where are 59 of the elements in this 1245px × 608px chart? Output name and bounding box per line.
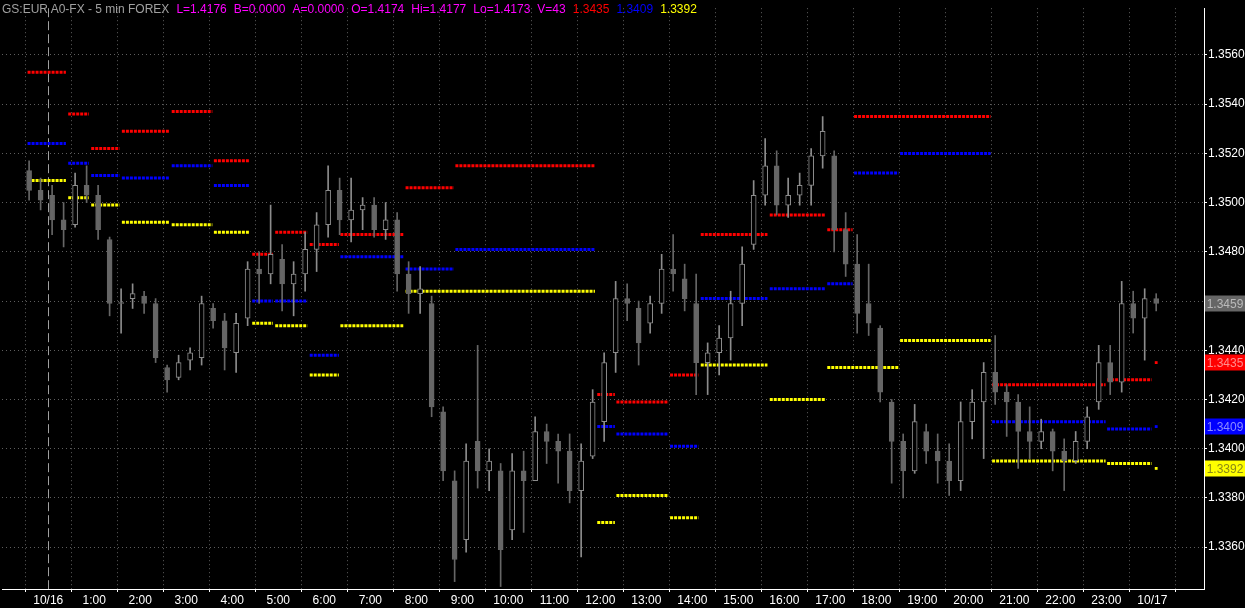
candlestick (486, 448, 492, 491)
x-tick-label: 23:00 (1091, 592, 1122, 607)
x-tick-label: 18:00 (861, 592, 892, 607)
x-tick-label: 8:00 (404, 592, 429, 607)
point (1154, 361, 1158, 364)
x-tick-label: 3:00 (174, 592, 199, 607)
x-tick-label: 10:00 (493, 592, 524, 607)
text: 1.3392 (660, 2, 697, 16)
y-tick-label: 1.3560 (1208, 47, 1245, 62)
annotation: Hi=1.4177 (411, 2, 467, 16)
candlestick (934, 433, 941, 484)
candlestick (785, 177, 791, 218)
y2-tick-label: 1.3392 (1206, 461, 1244, 476)
x-tick-label: 14:00 (677, 592, 708, 607)
x-tick-label: 2:00 (128, 592, 153, 607)
x-tick-label: 17:00 (815, 592, 846, 607)
x-tick-label: 11:00 (539, 592, 570, 607)
y-tick-label: 1.3400 (1208, 441, 1245, 456)
y2-tick-label: 1.3459 (1206, 296, 1244, 311)
point (1154, 467, 1158, 470)
x-tick-label: 10/17 (1137, 592, 1168, 607)
x-tick-label: 15:00 (723, 592, 754, 607)
candlestick (348, 177, 354, 243)
point (1154, 425, 1158, 428)
annotation: Lo=1.4173 (473, 2, 531, 16)
annotation: O=1.4174 (351, 2, 405, 16)
y-tick-label: 1.3520 (1208, 145, 1245, 160)
x-tick-label: 5:00 (266, 592, 291, 607)
candlestick (417, 266, 423, 314)
y-tick-label: 1.3440 (1208, 342, 1245, 357)
x-tick-label: 4:00 (220, 592, 245, 607)
annotation: V=43 (537, 2, 566, 16)
x-tick-label: 12:00 (585, 592, 616, 607)
x-tick-label: 1:00 (82, 592, 107, 607)
y-tick-label: 1.3420 (1208, 391, 1245, 406)
candlestick (1026, 406, 1033, 459)
annotation: A=0.0000 (292, 2, 345, 16)
y-tick-label: 1.3540 (1208, 96, 1245, 111)
x-tick-label: 9:00 (450, 592, 475, 607)
chart-title: GS:EUR A0-FX - 5 min FOREX (2, 2, 170, 16)
x-tick-label: 22:00 (1045, 592, 1076, 607)
y-tick-label: 1.3500 (1208, 194, 1245, 209)
x-tick-label: 7:00 (358, 592, 383, 607)
text: 1.3409 (616, 2, 654, 16)
y2-tick-label: 1.3409 (1206, 419, 1244, 434)
y-tick-label: 1.3360 (1208, 539, 1245, 554)
y-tick-label: 1.3380 (1208, 490, 1245, 505)
annotation: B=0.0000 (233, 2, 286, 16)
x-tick-label: 16:00 (769, 592, 800, 607)
x-tick-label: 6:00 (312, 592, 337, 607)
y2-tick-label: 1.3435 (1206, 355, 1244, 370)
x-tick-label: 20:00 (953, 592, 984, 607)
x-tick-label: 10/16 (33, 592, 64, 607)
y-tick-label: 1.3480 (1208, 244, 1245, 259)
x-tick-label: 13:00 (631, 592, 662, 607)
annotation: L=1.4176 (176, 2, 227, 16)
x-tick-label: 19:00 (907, 592, 938, 607)
x-tick-label: 21:00 (999, 592, 1030, 607)
text: 1.3435 (572, 2, 610, 16)
